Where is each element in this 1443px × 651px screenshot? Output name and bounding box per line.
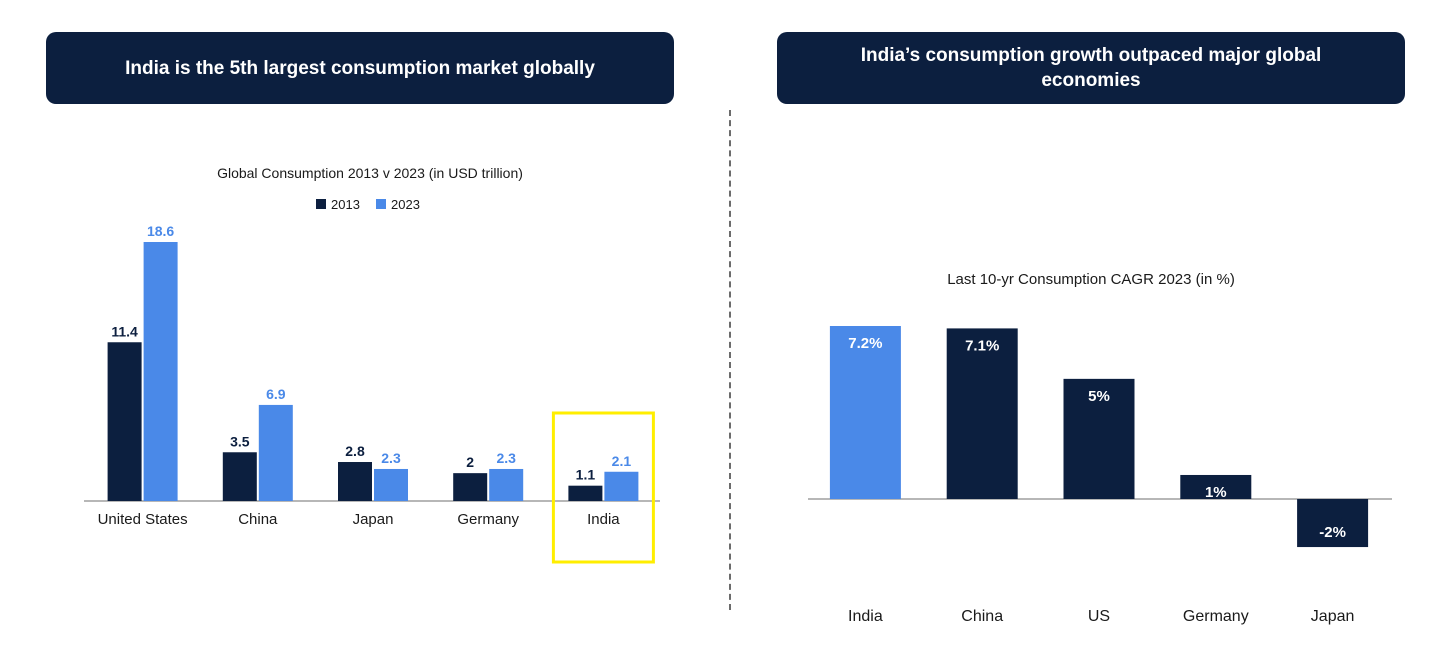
data-label-2023-united-states: 18.6 xyxy=(147,223,174,239)
left-header-banner: India is the 5th largest consumption mar… xyxy=(46,32,674,104)
bar-2013-china xyxy=(222,452,257,501)
cagr-chart-title: Last 10-yr Consumption CAGR 2023 (in %) xyxy=(947,271,1235,288)
data-label-2023-germany: 2.3 xyxy=(496,450,516,466)
data-label-2013-china: 3.5 xyxy=(230,433,250,449)
data-label-2023-india: 2.1 xyxy=(612,453,632,469)
consumption-chart: Global Consumption 2013 v 2023 (in USD t… xyxy=(84,165,660,564)
right-header-banner: India’s consumption growth outpaced majo… xyxy=(777,32,1405,104)
bar-2023-germany xyxy=(489,468,524,501)
cagr-bar-japan xyxy=(1297,499,1369,548)
cagr-x-tick-label: US xyxy=(1088,608,1110,625)
cagr-data-label-india: 7.2% xyxy=(848,335,882,352)
cagr-data-label-germany: 1% xyxy=(1205,484,1227,501)
data-label-2013-india: 1.1 xyxy=(576,467,596,483)
x-tick-label: Germany xyxy=(457,511,519,528)
data-label-2013-united-states: 11.4 xyxy=(111,323,138,339)
panel-divider xyxy=(729,110,731,610)
bar-2013-japan xyxy=(338,462,372,501)
cagr-data-label-japan: -2% xyxy=(1319,524,1346,541)
legend-swatch-2013 xyxy=(316,199,326,209)
cagr-bar-india xyxy=(829,326,901,499)
cagr-data-label-china: 7.1% xyxy=(965,337,999,354)
right-header-text: India’s consumption growth outpaced majo… xyxy=(860,45,1322,91)
legend-label-2023: 2023 xyxy=(391,197,420,212)
x-tick-label: Japan xyxy=(353,511,394,528)
x-tick-label: India xyxy=(587,511,620,528)
cagr-data-label-us: 5% xyxy=(1088,388,1110,405)
cagr-x-tick-label: China xyxy=(961,608,1003,625)
cagr-x-tick-label: Germany xyxy=(1183,608,1249,625)
highlight-box-india xyxy=(551,411,655,564)
data-label-2013-japan: 2.8 xyxy=(345,443,365,459)
legend-label-2013: 2013 xyxy=(331,197,360,212)
data-label-2013-germany: 2 xyxy=(466,454,474,470)
cagr-x-tick-label: Japan xyxy=(1311,608,1355,625)
cagr-bar-china xyxy=(946,328,1018,499)
cagr-x-tick-label: India xyxy=(848,608,883,625)
chart-legend: 2013 2023 xyxy=(316,197,420,212)
data-label-2023-china: 6.9 xyxy=(266,386,286,402)
x-tick-label: China xyxy=(238,511,278,528)
legend-swatch-2023 xyxy=(376,199,386,209)
data-label-2023-japan: 2.3 xyxy=(381,450,401,466)
bar-2013-germany xyxy=(453,473,488,501)
bar-2013-united-states xyxy=(107,342,142,501)
x-tick-label: United States xyxy=(98,511,188,528)
bar-2013-india xyxy=(568,485,603,501)
bar-2023-india xyxy=(604,471,639,501)
cagr-bar-germany xyxy=(1180,474,1252,499)
bar-2023-united-states xyxy=(143,242,178,501)
chart-title: Global Consumption 2013 v 2023 (in USD t… xyxy=(217,165,523,181)
bar-2023-japan xyxy=(374,468,408,501)
cagr-bar-us xyxy=(1063,378,1135,499)
bar-2023-china xyxy=(258,404,293,501)
left-header-text: India is the 5th largest consumption mar… xyxy=(125,57,595,79)
